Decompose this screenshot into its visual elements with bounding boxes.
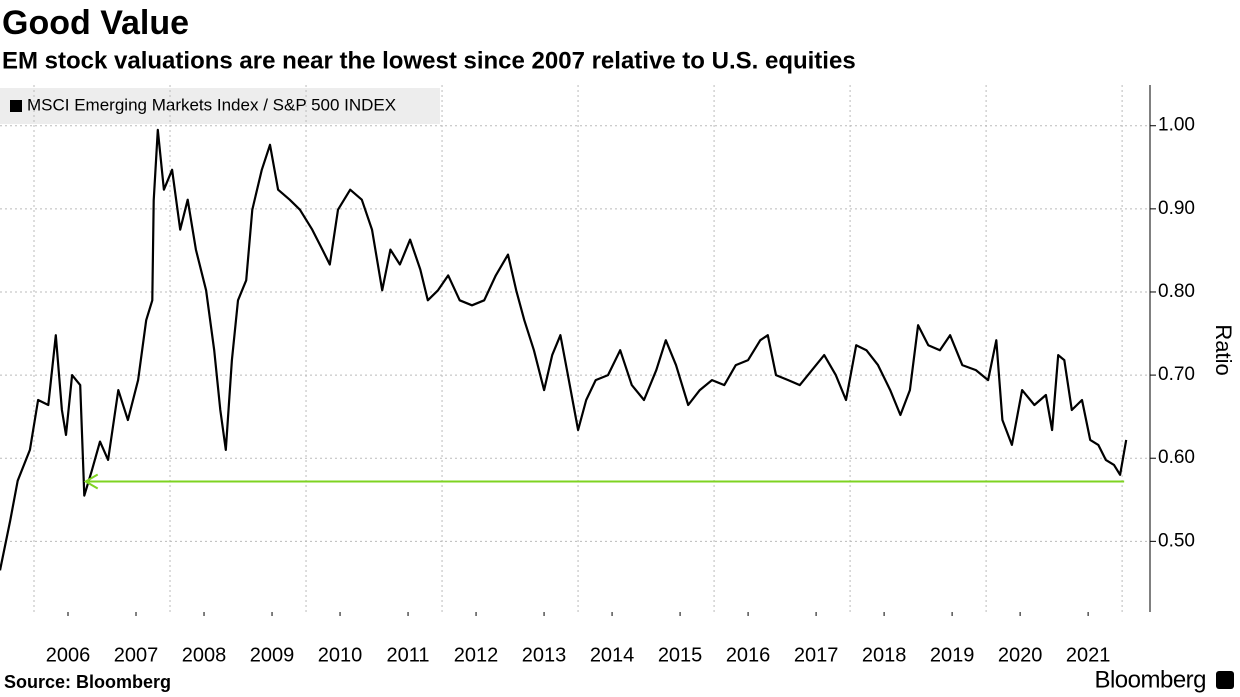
- x-tick-label: 2010: [318, 644, 363, 666]
- x-tick-label: 2016: [726, 644, 771, 666]
- y-tick-label: 0.50: [1158, 530, 1195, 551]
- brand-icon: [1216, 671, 1234, 689]
- y-tick-label: 0.60: [1158, 447, 1195, 468]
- data-line: [0, 128, 1128, 571]
- y-tick-label: 0.70: [1158, 364, 1195, 385]
- x-tick-label: 2014: [590, 644, 635, 666]
- y-tick-label: 0.80: [1158, 281, 1195, 302]
- legend-box: [0, 88, 440, 124]
- x-tick-label: 2011: [387, 644, 430, 666]
- y-tick-label: 1.00: [1158, 115, 1195, 136]
- x-tick-label: 2009: [250, 644, 295, 666]
- x-tick-label: 2007: [114, 644, 159, 666]
- x-tick-label: 2015: [658, 644, 703, 666]
- y-tick-label: 0.90: [1158, 198, 1195, 219]
- chart-subtitle: EM stock valuations are near the lowest …: [2, 47, 856, 74]
- source: Source: Bloomberg: [4, 672, 171, 692]
- arrow-head: [83, 473, 99, 490]
- brand: Bloomberg: [1094, 666, 1206, 693]
- x-tick-label: 2017: [794, 644, 839, 666]
- y-axis-label: Ratio: [1211, 324, 1236, 375]
- x-tick-label: 2012: [454, 644, 499, 666]
- chart-title: Good Value: [2, 4, 189, 42]
- x-tick-label: 2020: [998, 644, 1043, 666]
- x-tick-label: 2019: [930, 644, 975, 666]
- x-tick-label: 2008: [182, 644, 227, 666]
- x-tick-label: 2013: [522, 644, 567, 666]
- legend-swatch: [10, 100, 22, 112]
- x-tick-label: 2021: [1066, 644, 1111, 666]
- legend-label: MSCI Emerging Markets Index / S&P 500 IN…: [27, 95, 396, 114]
- x-tick-label: 2018: [862, 644, 907, 666]
- x-tick-label: 2006: [46, 644, 91, 666]
